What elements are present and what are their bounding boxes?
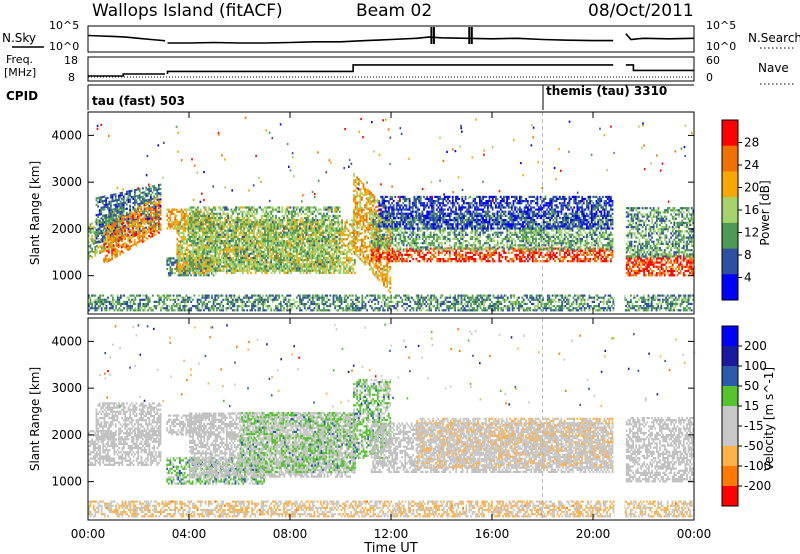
cbar-band-8: [722, 466, 738, 487]
xtick-label-4: 16:00: [475, 527, 510, 541]
cbar-band-6: [722, 249, 738, 275]
noise-segment-3: [626, 34, 694, 40]
cbar-tick-label-4: 15: [744, 399, 759, 413]
power-cbar-label: Power [dB]: [758, 180, 772, 245]
noise-segment-2: [168, 37, 614, 43]
station-title: Wallops Island (fitACF): [92, 1, 283, 21]
radar-summary-plot: Wallops Island (fitACF) Beam 02 08/Oct/2…: [0, 0, 800, 554]
date-title: 08/Oct/2011: [588, 1, 694, 21]
cbar-tick-label-1: 200: [744, 339, 767, 353]
nsearch-tick-top: 10^5: [706, 19, 736, 32]
velocity-cbar-label: Velocity [m s^-1]: [762, 367, 776, 471]
nave-tick-bottom: 0: [706, 71, 713, 84]
ytick-label-3000: 3000: [51, 381, 82, 395]
cpid-text-1: tau (fast) 503: [92, 94, 185, 108]
cbar-tick-label-6: -50: [744, 439, 764, 453]
mhz-label: [MHz]: [4, 66, 36, 79]
cbar-band-4: [722, 386, 738, 407]
xtick-label-1: 04:00: [172, 527, 207, 541]
freq-segment-2: [168, 65, 614, 74]
cbar-band-5: [722, 406, 738, 427]
cbar-tick-label-6: 8: [744, 248, 752, 262]
noise-segment-1: [88, 36, 165, 42]
ytick-label-4000: 4000: [51, 334, 82, 348]
nave-label: Nave: [758, 61, 789, 75]
cbar-tick-label-5: 12: [744, 226, 759, 240]
cbar-band-2: [722, 146, 738, 172]
cbar-tick-label-7: 4: [744, 271, 752, 285]
xtick-label-2: 08:00: [273, 527, 308, 541]
plot-canvas: Wallops Island (fitACF) Beam 02 08/Oct/2…: [0, 0, 800, 554]
cbar-tick-label-2: 24: [744, 158, 759, 172]
velocity-data-gap: [614, 318, 624, 520]
beam-title: Beam 02: [356, 1, 432, 21]
cbar-tick-label-5: -15: [744, 419, 764, 433]
cbar-tick-label-4: 16: [744, 203, 759, 217]
power-colorbar: 28 24 20 16 12 8 4: [722, 120, 759, 301]
cpid-label: CPID: [6, 89, 38, 103]
freq-segment-1: [88, 74, 165, 76]
freq-tick-top: 18: [64, 54, 78, 67]
cbar-band-1: [722, 326, 738, 347]
xtick-label-0: 00:00: [71, 527, 106, 541]
nsky-label: N.Sky: [2, 31, 36, 45]
cbar-band-3: [722, 366, 738, 387]
ytick-label-4000: 4000: [51, 128, 82, 142]
cbar-band-4: [722, 197, 738, 223]
ytick-label-1000: 1000: [51, 475, 82, 489]
xtick-label-6: 00:00: [677, 527, 712, 541]
cbar-tick-label-3: 20: [744, 181, 759, 195]
nsearch-tick-bottom: 10^0: [706, 40, 736, 53]
cbar-tick-label-3: 50: [744, 379, 759, 393]
ytick-label-3000: 3000: [51, 175, 82, 189]
cbar-band-2: [722, 346, 738, 367]
noise-trace: [88, 27, 694, 44]
cbar-tick-label-8: -200: [744, 479, 771, 493]
freq-trace: [88, 65, 694, 76]
ytick-label-2000: 2000: [51, 428, 82, 442]
cbar-band-7: [722, 274, 738, 300]
cbar-band-9: [722, 486, 738, 507]
nsearch-label: N.Search: [748, 31, 800, 45]
freq-tick-bottom: 8: [68, 71, 75, 84]
cpid-text-2: themis (tau) 3310: [546, 84, 667, 98]
xtick-label-5: 20:00: [576, 527, 611, 541]
cbar-band-3: [722, 171, 738, 197]
cbar-tick-label-1: 28: [744, 136, 759, 150]
ytick-label-1000: 1000: [51, 269, 82, 283]
cbar-band-1: [722, 120, 738, 146]
time-axis-label: Time UT: [363, 541, 417, 554]
power-data-gap: [614, 112, 624, 314]
noise-tick-bottom: 10^0: [49, 40, 79, 53]
ytick-label-2000: 2000: [51, 222, 82, 236]
cbar-band-5: [722, 223, 738, 249]
freq-segment-3: [626, 65, 694, 71]
nave-tick-top: 60: [706, 54, 720, 67]
freq-label: Freq.: [6, 53, 33, 66]
noise-tick-top: 10^5: [49, 19, 79, 32]
cbar-band-7: [722, 446, 738, 467]
xtick-label-3: 12:00: [374, 527, 409, 541]
cbar-band-6: [722, 426, 738, 447]
velocity-ylabel: Slant Range [km]: [28, 367, 42, 471]
power-ylabel: Slant Range [km]: [28, 161, 42, 265]
